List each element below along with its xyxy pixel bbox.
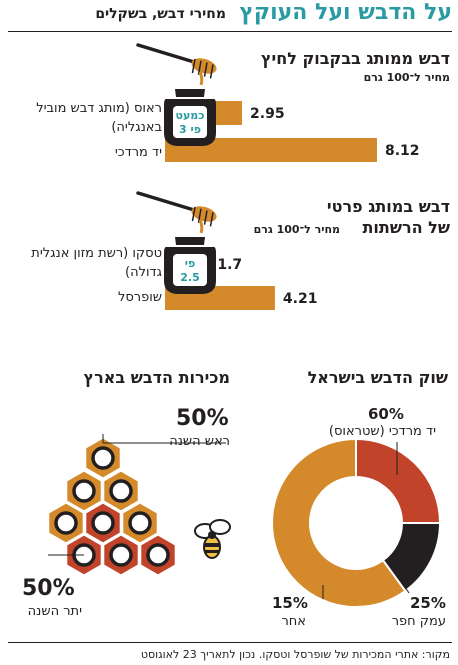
bee-head bbox=[208, 531, 216, 539]
header-rule bbox=[8, 31, 452, 32]
honeycomb-hole bbox=[91, 446, 115, 470]
chart2-category-label: שופרסל bbox=[117, 290, 162, 305]
chart1-value-label: 2.95 bbox=[250, 106, 285, 122]
chart3-slice-label: עמק חפר bbox=[391, 614, 446, 629]
chart3-slice bbox=[271, 437, 407, 608]
chart1-title: דבש ממותג בבקבוק לחיץ bbox=[260, 49, 450, 68]
chart2-honey-dipper-icon bbox=[136, 191, 217, 234]
chart1-honey-drip bbox=[198, 71, 204, 86]
page-title: על הדבש ועל העוקץ bbox=[239, 0, 452, 25]
honeycomb-hole bbox=[54, 511, 78, 535]
honeycomb-hole bbox=[128, 511, 152, 535]
footer-source: מקור: אתרי המכירות של שופרסל וטסקו. נכון… bbox=[140, 648, 450, 661]
chart2-honey-drip bbox=[198, 219, 204, 234]
chart2-honey-jar-icon: פי2.5 bbox=[164, 237, 216, 294]
chart3-slice bbox=[355, 437, 442, 524]
chart2-jar-label bbox=[173, 254, 207, 286]
bee-icon bbox=[194, 519, 231, 559]
chart4-title: מכירות הדבש בארץ bbox=[83, 368, 230, 387]
honeycomb-hole bbox=[91, 511, 115, 535]
chart1-dipper-ridge bbox=[191, 58, 196, 74]
honeycomb-cell bbox=[64, 468, 104, 514]
chart2-dipper-handle bbox=[136, 191, 196, 212]
honeycomb-hole bbox=[109, 543, 133, 567]
honeycomb-cell bbox=[138, 532, 178, 578]
page-subtitle: מחירי דבש, בשקלים bbox=[95, 6, 226, 22]
chart1-dipper-head bbox=[191, 58, 217, 74]
chart3-value-label: 60% bbox=[368, 405, 404, 423]
chart3-slice-label: יד מרדכי (שטראוס) bbox=[328, 424, 436, 439]
chart2-graphic: 1.7 4.21 פי2.5 bbox=[136, 191, 318, 310]
bee-wing bbox=[209, 519, 231, 535]
chart1-honey-dipper-icon bbox=[136, 43, 217, 86]
chart3-value-label: 25% bbox=[410, 594, 446, 612]
chart1-dipper-handle bbox=[136, 43, 196, 64]
footer-rule bbox=[8, 642, 452, 643]
chart2-badge-line1: פי bbox=[185, 257, 195, 270]
chart2-title-line2: של הרשתות bbox=[362, 218, 451, 237]
chart3-slice-label: אחר bbox=[281, 614, 306, 629]
chart4-honeycomb bbox=[46, 434, 231, 578]
chart2-title: דבש במותג פרטי bbox=[326, 197, 450, 216]
chart2-jar-lid bbox=[175, 237, 205, 245]
honeycomb-hole bbox=[109, 479, 133, 503]
honeycomb-cell bbox=[101, 468, 141, 514]
chart1-dipper-ridge bbox=[203, 62, 208, 77]
chart4-slice-label: ראש השנה bbox=[169, 434, 230, 449]
chart2-dipper-head bbox=[191, 206, 217, 222]
bee-stripe bbox=[204, 543, 220, 547]
chart2-category-label: טסקו (רשת מזון אנגלית גדולה) bbox=[31, 246, 162, 280]
chart2-dipper-ridge bbox=[203, 210, 208, 225]
chart1-jar-label bbox=[173, 106, 207, 138]
chart1-badge-line1: כמעט bbox=[176, 109, 205, 122]
chart2-value-label: 1.7 bbox=[217, 257, 242, 273]
honeycomb-cell bbox=[101, 532, 141, 578]
chart2-dipper-ridge bbox=[191, 206, 196, 222]
honeycomb-cell bbox=[83, 435, 123, 481]
chart1-unit: מחיר ל־100 גרם bbox=[363, 71, 450, 84]
chart1-badge-line2: פי 3 bbox=[179, 123, 201, 136]
chart2-dipper-ridge bbox=[209, 212, 214, 227]
chart3-donut bbox=[271, 437, 442, 608]
chart4-slice-label: יתר השנה bbox=[27, 604, 82, 619]
chart2-value-label: 4.21 bbox=[283, 291, 318, 307]
honeycomb-hole bbox=[146, 543, 170, 567]
chart1-category-label: ראוס (מותג דבש מוביל באנגליה) bbox=[36, 101, 162, 135]
chart3-slice bbox=[381, 522, 442, 593]
bee-stripe bbox=[205, 550, 219, 553]
chart1-category-label: יד מרדכי bbox=[114, 145, 162, 160]
honeycomb-cell bbox=[46, 500, 86, 546]
chart3-leader-line bbox=[396, 574, 410, 594]
chart2-badge-line2: 2.5 bbox=[180, 271, 200, 284]
chart4-value-label: 50% bbox=[176, 406, 229, 431]
chart1-value-label: 8.12 bbox=[385, 143, 420, 159]
chart1-dipper-ridge bbox=[209, 64, 214, 79]
chart3-value-label: 15% bbox=[272, 594, 308, 612]
chart2-unit: מחיר ל־100 גרם bbox=[253, 223, 340, 236]
chart1-jar-lid bbox=[175, 89, 205, 97]
chart3-title: שוק הדבש בישראל bbox=[307, 368, 448, 387]
honeycomb-hole bbox=[72, 479, 96, 503]
chart4-value-label: 50% bbox=[22, 576, 75, 601]
